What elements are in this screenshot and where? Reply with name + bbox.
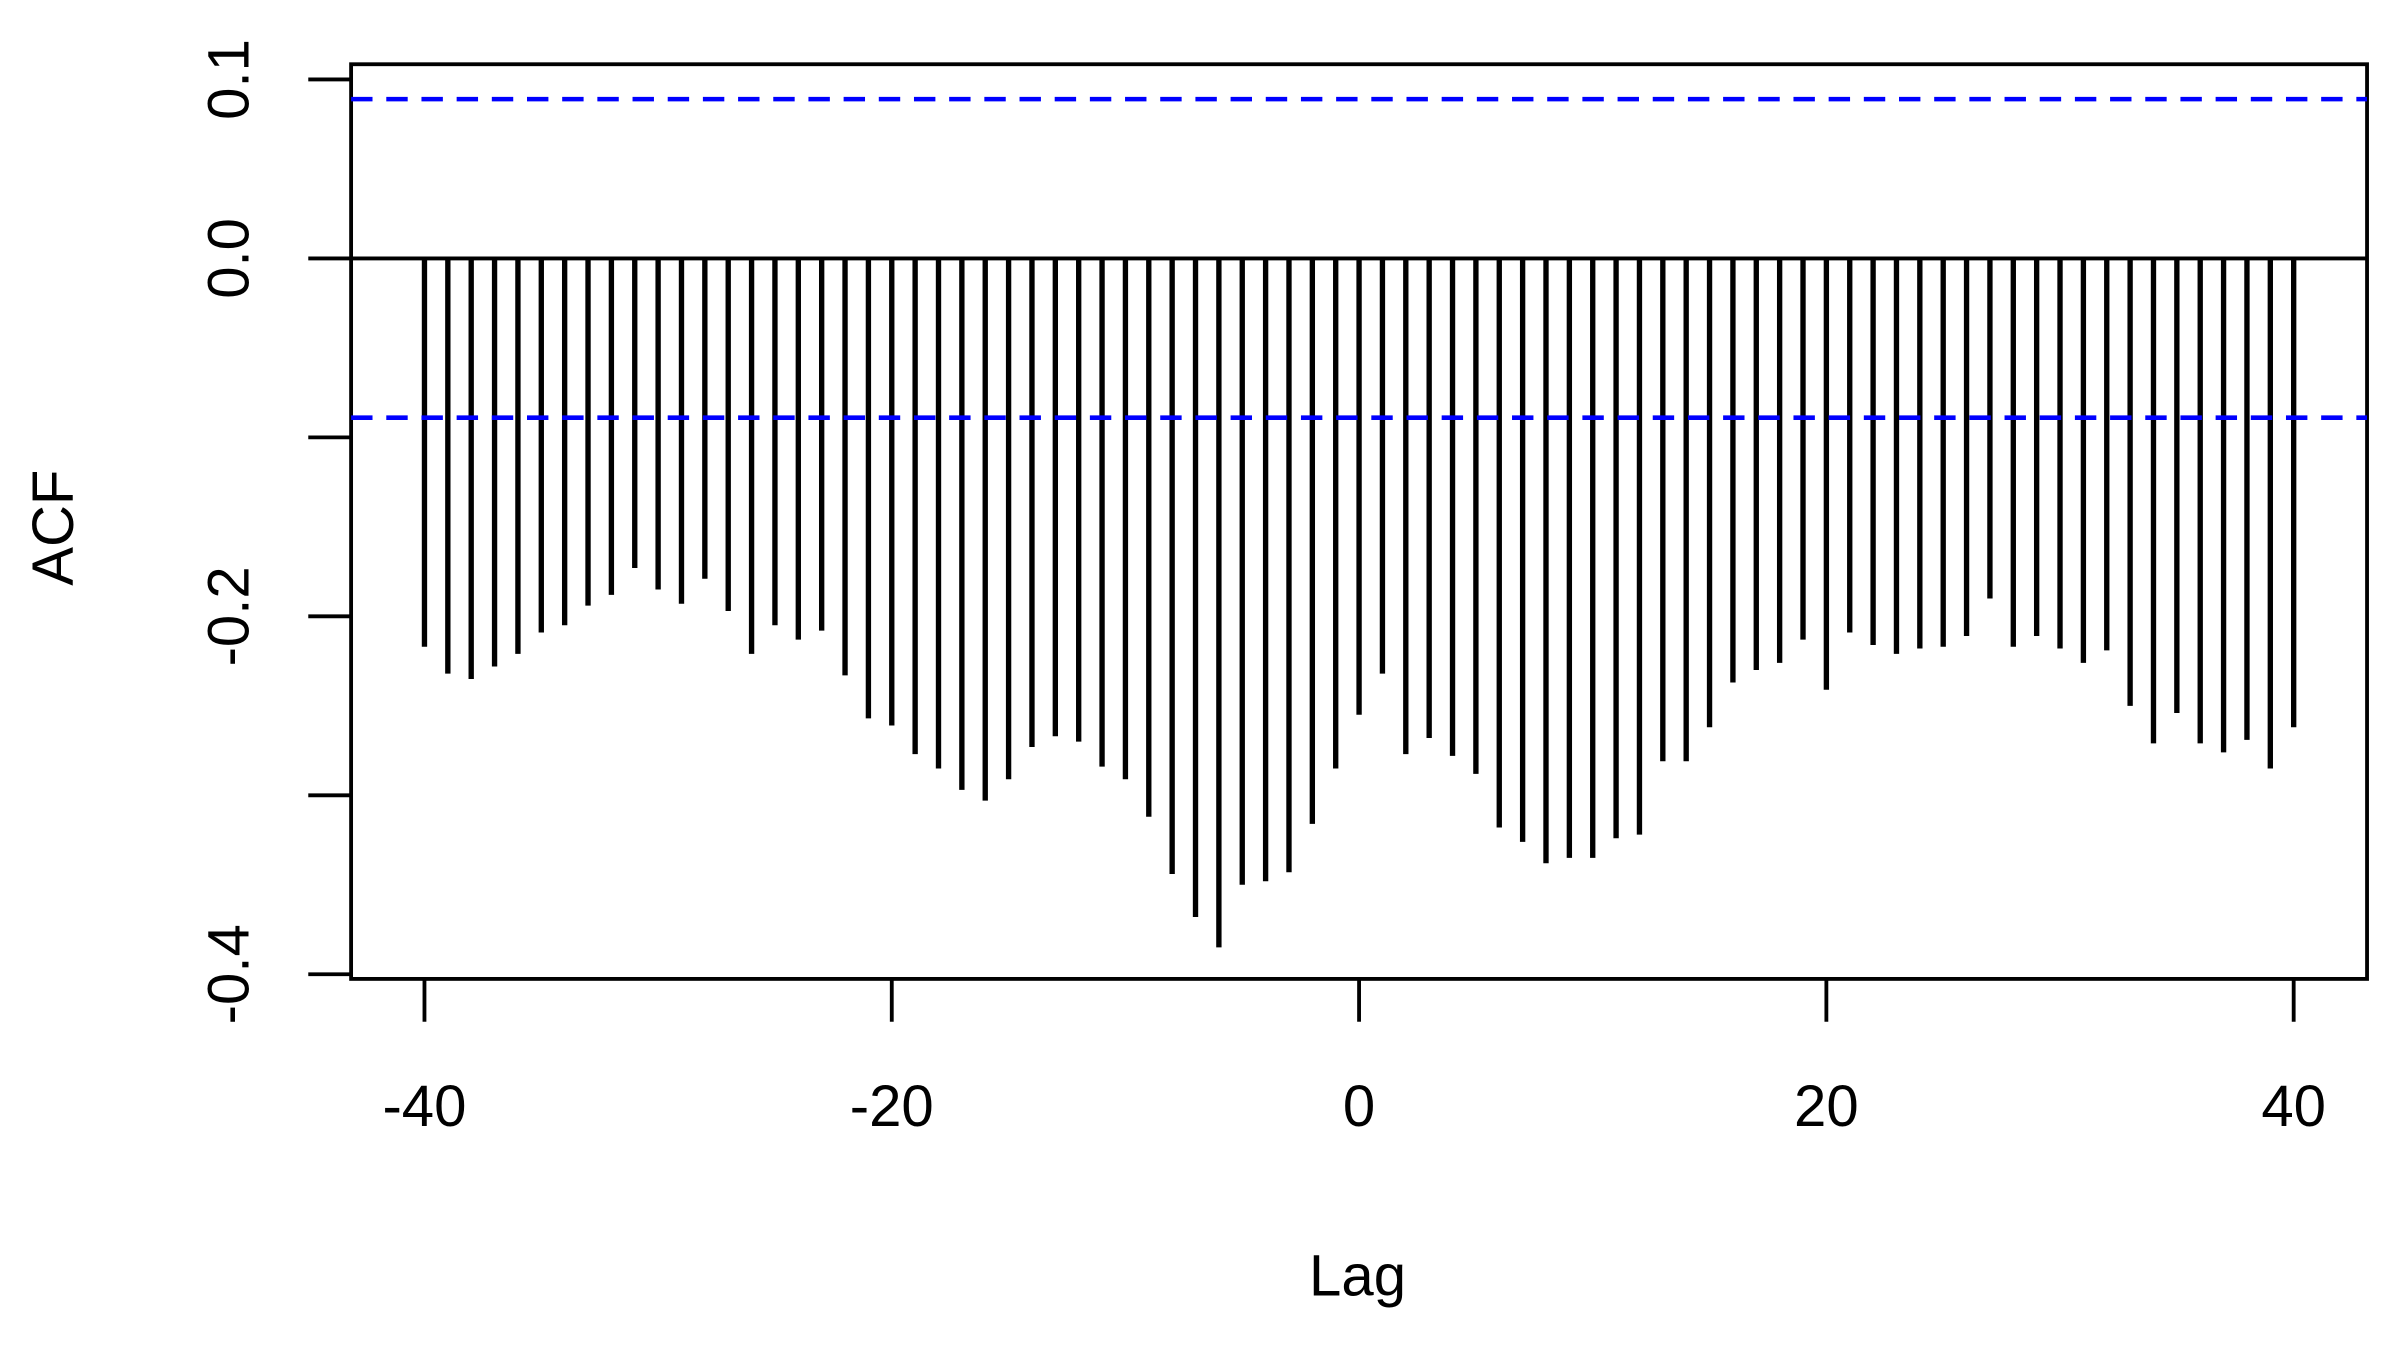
- y-tick-label: 0.1: [197, 39, 262, 120]
- y-tick-label: -0.2: [197, 566, 262, 666]
- x-tick-label: -20: [850, 1074, 934, 1139]
- x-tick-label: 0: [1343, 1074, 1375, 1139]
- y-tick-label: 0.0: [197, 218, 262, 299]
- y-tick-label: -0.4: [197, 924, 262, 1024]
- x-tick-label: 20: [1794, 1074, 1859, 1139]
- y-axis-label: ACF: [21, 470, 86, 586]
- x-tick-label: 40: [2261, 1074, 2326, 1139]
- x-axis-label: Lag: [1309, 1244, 1406, 1309]
- x-tick-label: -40: [382, 1074, 466, 1139]
